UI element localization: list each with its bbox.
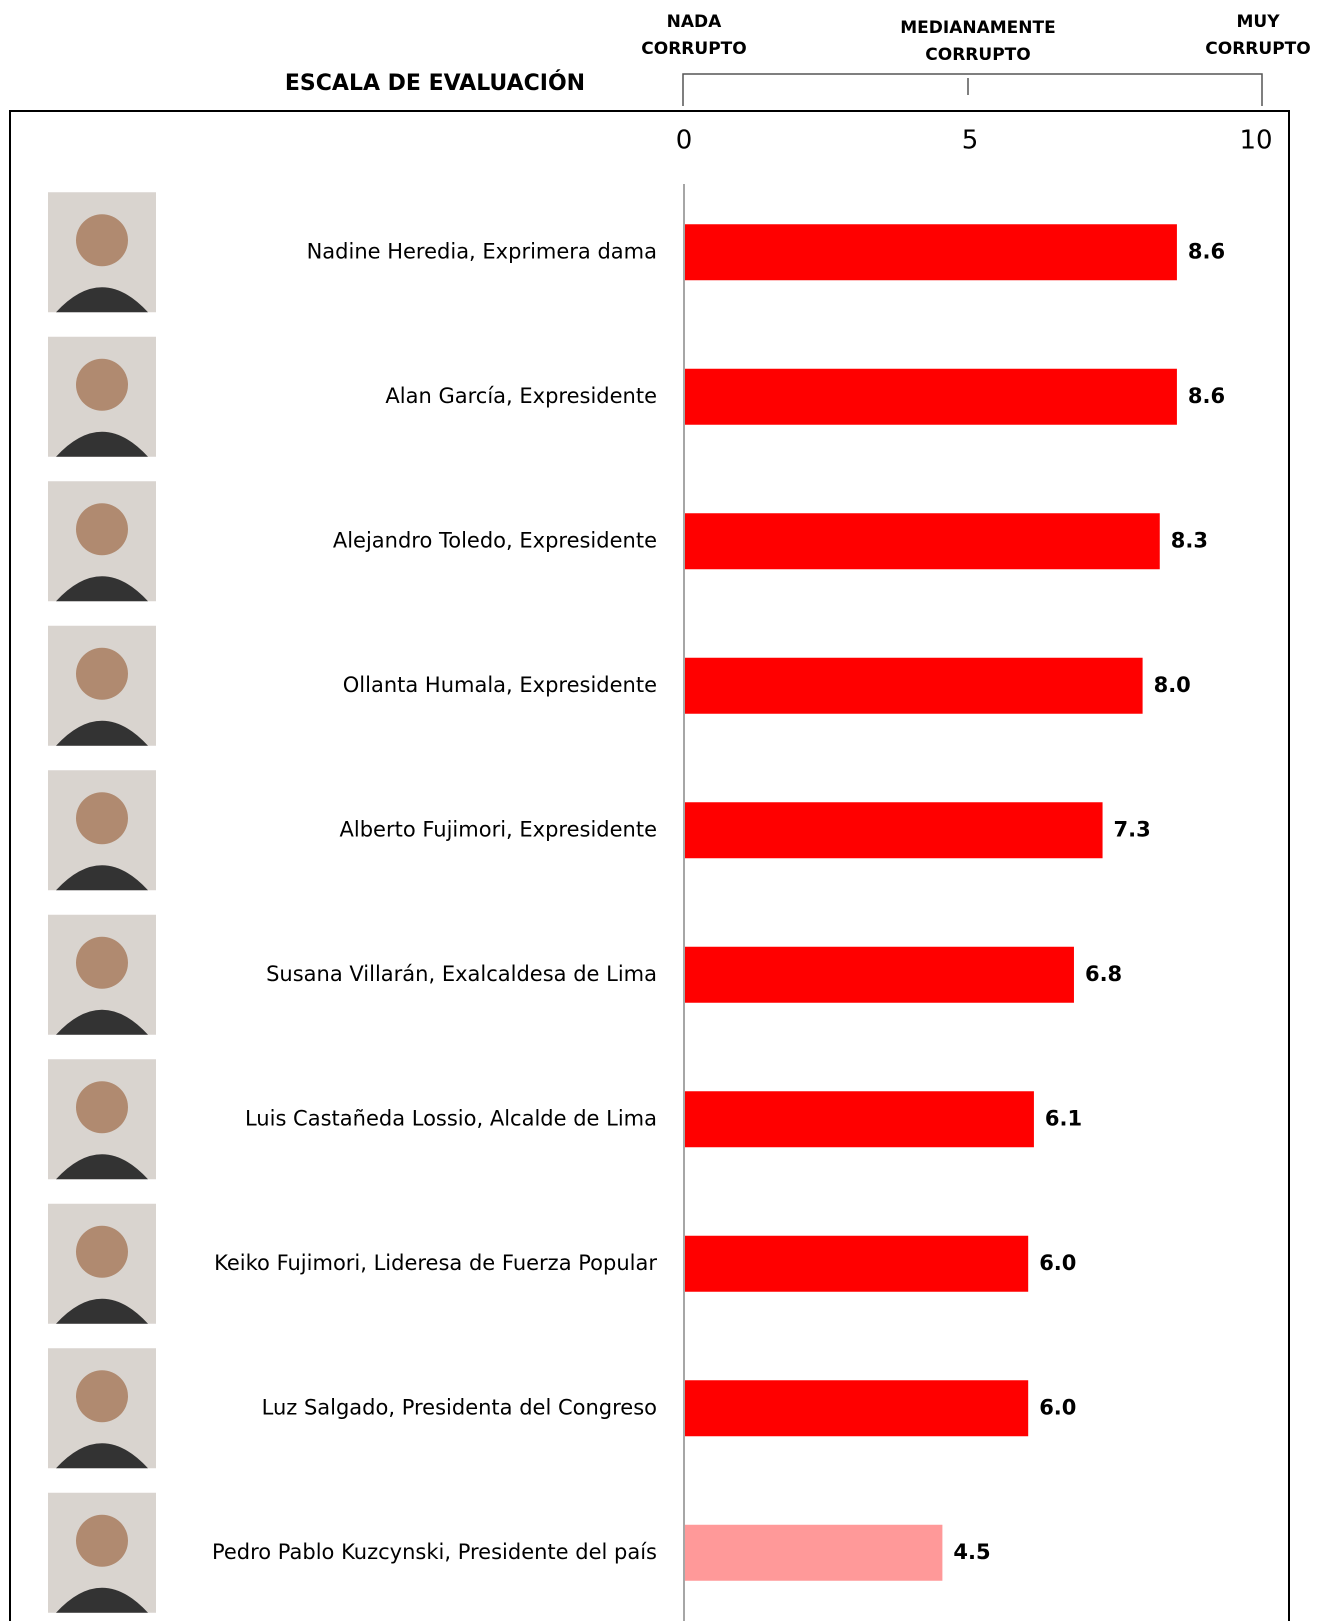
value-label: 8.0 [1154, 673, 1191, 697]
portrait-head [76, 937, 128, 989]
category-label: Luz Salgado, Presidenta del Congreso [262, 1395, 657, 1419]
scale-bracket [683, 74, 1262, 106]
category-label: Susana Villarán, Exalcaldesa de Lima [266, 962, 657, 986]
value-label: 8.6 [1188, 239, 1225, 263]
value-label: 8.3 [1171, 528, 1208, 552]
portrait [48, 337, 156, 457]
value-label: 6.1 [1045, 1106, 1082, 1130]
portrait-head [76, 792, 128, 844]
portrait [48, 1204, 156, 1324]
portrait-head [76, 214, 128, 266]
bar [685, 947, 1074, 1003]
value-label: 8.6 [1188, 384, 1225, 408]
portrait [48, 1493, 156, 1613]
category-label: Ollanta Humala, Expresidente [343, 673, 657, 697]
portrait [48, 770, 156, 890]
portrait [48, 626, 156, 746]
category-label: Alejandro Toledo, Expresidente [333, 528, 657, 552]
portrait-head [76, 1515, 128, 1567]
bar [685, 1091, 1034, 1147]
value-label: 7.3 [1114, 817, 1151, 841]
portrait-head [76, 359, 128, 411]
scale-label: CORRUPTO [1205, 39, 1310, 59]
category-label: Alberto Fujimori, Expresidente [340, 817, 657, 841]
x-tick-label: 0 [676, 126, 693, 156]
bar [685, 802, 1103, 858]
category-label: Nadine Heredia, Exprimera dama [307, 239, 657, 263]
x-tick-label: 10 [1239, 126, 1272, 156]
bar [685, 513, 1160, 569]
portrait [48, 1059, 156, 1179]
bar [685, 1525, 942, 1581]
portrait-head [76, 1370, 128, 1422]
scale-title: ESCALA DE EVALUACIÓN [285, 70, 585, 96]
bar [685, 369, 1177, 425]
scale-label: CORRUPTO [641, 39, 746, 59]
scale-label: NADA [667, 12, 722, 32]
bar [685, 658, 1143, 714]
category-label: Pedro Pablo Kuzcynski, Presidente del pa… [212, 1540, 657, 1564]
value-label: 6.8 [1085, 962, 1122, 986]
portrait-head [76, 1081, 128, 1133]
category-label: Keiko Fujimori, Lideresa de Fuerza Popul… [214, 1251, 657, 1275]
value-label: 6.0 [1039, 1395, 1076, 1419]
bar [685, 224, 1177, 280]
portrait [48, 192, 156, 312]
portrait [48, 915, 156, 1035]
value-label: 6.0 [1039, 1251, 1076, 1275]
bar [685, 1236, 1028, 1292]
scale-label: MEDIANAMENTE [900, 18, 1055, 38]
scale-label: CORRUPTO [925, 45, 1030, 65]
portrait-head [76, 1226, 128, 1278]
portrait-head [76, 648, 128, 700]
value-label: 4.5 [953, 1540, 990, 1564]
category-label: Alan García, Expresidente [385, 384, 657, 408]
portrait-head [76, 503, 128, 555]
portrait [48, 1348, 156, 1468]
portrait [48, 481, 156, 601]
scale-label: MUY [1236, 12, 1280, 32]
chart: ESCALA DE EVALUACIÓN NADA CORRUPTO MEDIANA… [0, 0, 1317, 1621]
bar [685, 1380, 1028, 1436]
x-tick-label: 5 [962, 126, 979, 156]
category-label: Luis Castañeda Lossio, Alcalde de Lima [245, 1106, 657, 1130]
